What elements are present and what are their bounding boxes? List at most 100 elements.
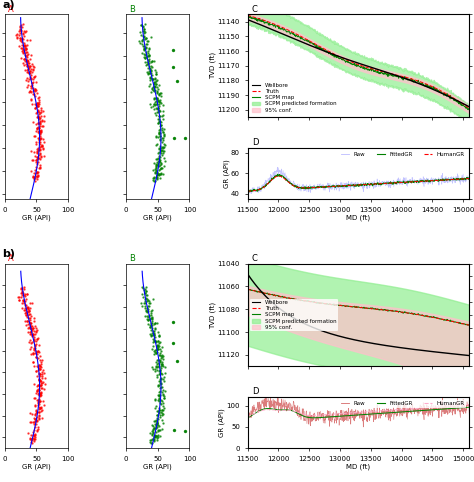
Point (33, 408, 40, 416)
Point (18, 39, 26, 46)
Point (18, 285, 25, 293)
Point (154, 154, 162, 162)
Point (36, 151, 43, 159)
Point (29, 324, 37, 332)
Point (150, 105, 157, 113)
Point (161, 125, 168, 133)
Point (22, 48, 29, 56)
Point (147, 74, 155, 82)
Point (37, 360, 45, 368)
Point (156, 432, 164, 440)
Point (155, 356, 163, 364)
Point (35, 102, 42, 110)
Point (28, 80, 36, 87)
Point (35, 134, 43, 141)
Point (156, 132, 164, 140)
Point (154, 423, 161, 431)
Y-axis label: TVD (ft): TVD (ft) (210, 301, 216, 329)
Point (152, 422, 160, 430)
Point (143, 68, 150, 76)
Point (26, 316, 34, 323)
Point (30, 64, 38, 71)
Point (33, 145, 41, 153)
Point (155, 331, 163, 338)
Point (35, 389, 42, 397)
Point (37, 362, 45, 370)
Point (158, 146, 166, 154)
Point (139, 284, 146, 292)
Point (152, 100, 160, 108)
Point (36, 143, 44, 151)
Point (151, 432, 158, 440)
Point (30, 173, 37, 181)
Legend: Raw, FittedGR, HumanGR: Raw, FittedGR, HumanGR (339, 150, 466, 159)
Legend: Wellbore, Truth, SCPM map, SCPM predicted formation, 95% conf.: Wellbore, Truth, SCPM map, SCPM predicte… (250, 298, 338, 331)
Point (144, 297, 151, 305)
Point (29, 87, 36, 94)
Point (30, 86, 38, 94)
Point (15, 296, 23, 304)
Point (33, 125, 40, 133)
Point (36, 387, 43, 394)
Point (18, 37, 25, 45)
Point (154, 168, 161, 176)
Point (30, 327, 38, 335)
Point (26, 304, 34, 311)
Point (146, 436, 154, 444)
Point (34, 326, 41, 334)
Point (32, 328, 39, 335)
Point (154, 362, 162, 370)
Point (154, 342, 161, 350)
Point (150, 337, 158, 345)
Point (149, 76, 156, 83)
Point (148, 345, 156, 353)
Point (144, 52, 151, 60)
Point (148, 71, 156, 79)
Point (17, 293, 25, 301)
Point (27, 321, 34, 329)
Point (152, 164, 159, 172)
Point (38, 372, 46, 380)
Point (149, 428, 157, 436)
Point (154, 105, 161, 113)
Point (157, 93, 164, 100)
X-axis label: GR (API): GR (API) (144, 214, 172, 221)
Point (26, 59, 33, 67)
Point (159, 362, 167, 370)
Point (19, 47, 27, 54)
Point (159, 111, 166, 119)
Point (158, 384, 166, 391)
Point (149, 429, 157, 437)
Point (20, 299, 27, 307)
Point (36, 109, 44, 117)
Point (29, 91, 37, 98)
Point (36, 370, 44, 377)
Point (148, 427, 156, 435)
Point (157, 364, 165, 372)
Point (152, 134, 160, 141)
Point (23, 54, 31, 61)
Point (145, 315, 152, 323)
Point (148, 321, 155, 329)
Point (32, 109, 40, 117)
Point (35, 362, 43, 369)
Point (149, 176, 157, 184)
Point (144, 316, 151, 324)
Point (23, 57, 30, 65)
Point (141, 54, 149, 62)
Point (27, 55, 34, 63)
Point (142, 287, 150, 295)
Point (157, 160, 165, 168)
Point (139, 283, 146, 291)
Point (27, 312, 35, 320)
Point (151, 365, 159, 373)
Point (150, 330, 157, 337)
Point (153, 419, 161, 427)
Point (142, 34, 150, 41)
Point (147, 331, 155, 339)
Point (34, 366, 42, 374)
Point (23, 52, 30, 59)
Point (33, 124, 41, 132)
Point (36, 398, 43, 405)
Point (152, 428, 160, 436)
